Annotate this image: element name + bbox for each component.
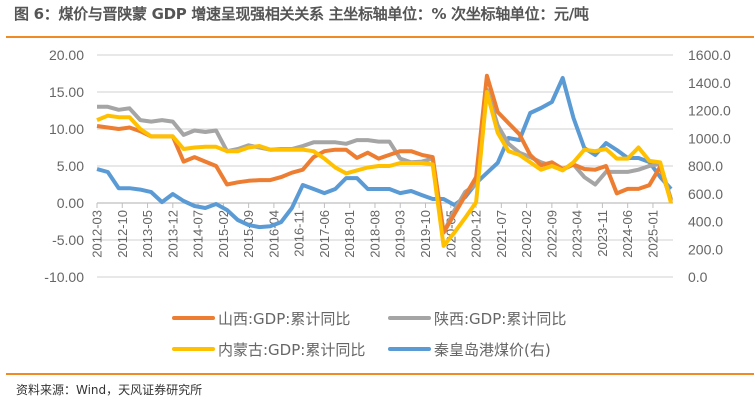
right-axis-tick-label: 1600.0 — [688, 47, 731, 63]
right-axis-tick-label: 600.0 — [688, 186, 723, 202]
x-axis-tick-label: 2019-03 — [393, 210, 408, 258]
x-axis-tick-label: 2012-03 — [90, 210, 105, 258]
series-lines — [96, 73, 673, 248]
x-axis-tick-label: 2023-11 — [595, 210, 610, 257]
right-axis-tick-label: 400.0 — [688, 214, 723, 230]
x-axis-tick-label: 2021-07 — [494, 210, 509, 258]
x-axis-tick-label: 2019-10 — [418, 210, 433, 258]
figure-title: 图 6：煤价与晋陕蒙 GDP 增速呈现强相关关系 主坐标轴单位：% 次坐标轴单位… — [14, 5, 589, 23]
left-axis-tick-label: -10.00 — [44, 269, 84, 285]
x-axis-tick-label: 2023-04 — [570, 210, 585, 258]
x-axis-tick-label: 2018-01 — [342, 210, 357, 258]
x-axis-tick-label: 2024-06 — [620, 210, 635, 258]
left-axis-tick-label: 10.00 — [49, 121, 84, 137]
x-axis-tick-label: 2013-12 — [165, 210, 180, 258]
series-line-2 — [96, 90, 673, 248]
left-axis-ticks: 20.00 15.00 10.00 5.00 0.00 -5.00 -10.00 — [44, 47, 84, 285]
left-axis-tick-label: -5.00 — [52, 232, 84, 248]
x-axis-tick-label: 2016-11 — [292, 210, 307, 257]
source-divider — [6, 373, 754, 375]
x-axis-tick-label: 2022-02 — [519, 210, 534, 258]
x-axis-tick-label: 2014-07 — [191, 210, 206, 258]
right-axis-tick-label: 0.0 — [688, 269, 708, 285]
source-note: 资料来源：Wind，天风证券研究所 — [16, 383, 203, 397]
series-line-0 — [96, 73, 673, 235]
right-axis-ticks: 1600.0 1400.0 1200.0 1000.0 800.0 600.0 400.0 2… — [688, 47, 731, 285]
x-axis-tick-label: 2022-09 — [544, 210, 559, 258]
left-axis-tick-label: 15.00 — [49, 84, 84, 100]
legend-label: 山西:GDP:累计同比 — [218, 310, 350, 328]
x-axis-tick-label: 2020-12 — [469, 210, 484, 258]
x-axis-tick-label: 2016-04 — [266, 210, 281, 258]
right-axis-tick-label: 800.0 — [688, 158, 723, 174]
x-axis-tick-label: 2015-02 — [216, 210, 231, 258]
x-axis-tick-label: 2013-05 — [140, 210, 155, 258]
legend-label: 陕西:GDP:累计同比 — [434, 310, 566, 328]
right-axis-tick-label: 1400.0 — [688, 75, 731, 91]
x-axis-tick-label: 2018-08 — [367, 210, 382, 258]
left-axis-tick-label: 5.00 — [57, 158, 84, 174]
x-axis-tick-label: 2017-06 — [317, 210, 332, 258]
series-line-3 — [96, 76, 673, 230]
right-axis-tick-label: 1000.0 — [688, 130, 731, 146]
title-divider — [6, 36, 754, 38]
x-axis-tick-label: 2012-10 — [115, 210, 130, 258]
right-axis-tick-label: 200.0 — [688, 241, 723, 257]
left-axis-tick-label: 0.00 — [57, 195, 84, 211]
x-axis-tick-label: 2025-01 — [645, 210, 660, 258]
right-axis-tick-label: 1200.0 — [688, 103, 731, 119]
legend-label: 秦皇岛港煤价(右) — [434, 341, 551, 359]
x-axis-ticks: 2012-03 2012-10 2013-05 2013-12 2014-07 2015-… — [90, 203, 660, 258]
x-axis-tick-label: 2015-09 — [241, 210, 256, 258]
left-axis-tick-label: 20.00 — [49, 47, 84, 63]
legend-label: 内蒙古:GDP:累计同比 — [218, 341, 365, 359]
